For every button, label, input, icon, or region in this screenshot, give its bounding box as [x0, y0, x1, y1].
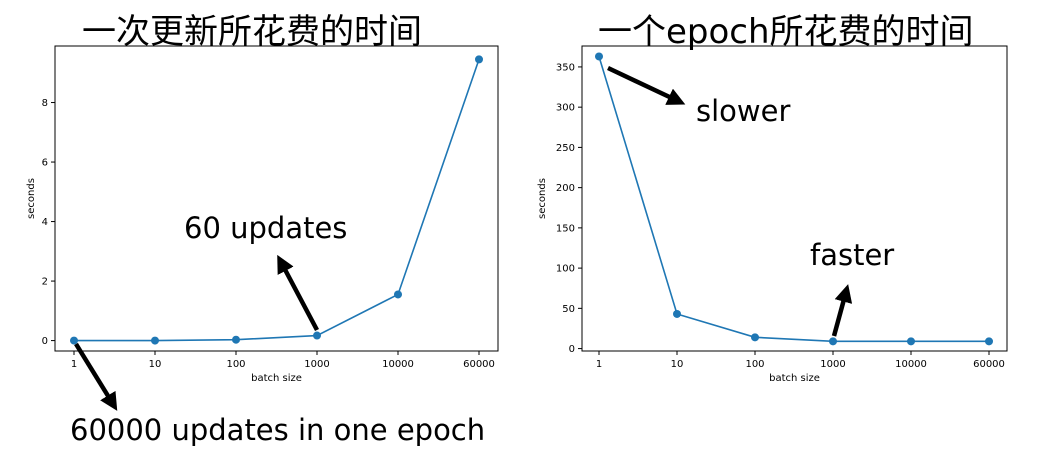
- data-point: [151, 336, 159, 345]
- y-tick-label: 2: [42, 277, 48, 288]
- plot-frame: [54, 45, 499, 352]
- data-point: [313, 331, 321, 340]
- data-point: [829, 337, 837, 346]
- x-tick-label: 100: [226, 359, 245, 370]
- data-point: [907, 337, 915, 346]
- arrow-60-updates: [277, 254, 319, 332]
- y-tick-label: 250: [556, 143, 575, 154]
- right-chart-title: 一个epoch所花费的时间: [598, 12, 974, 52]
- x-tick-label: 1: [71, 359, 77, 370]
- data-point: [475, 55, 483, 64]
- y-tick-label: 6: [42, 158, 48, 169]
- y-tick-label: 100: [556, 264, 575, 275]
- y-tick-label: 300: [556, 103, 575, 114]
- y-tick-label: 0: [42, 336, 48, 347]
- series-line: [74, 59, 480, 342]
- y-axis-label: seconds: [26, 178, 37, 219]
- y-tick-label: 150: [556, 223, 575, 234]
- y-axis-label: seconds: [537, 178, 548, 219]
- x-tick-label: 100: [745, 359, 764, 370]
- x-tick-label: 60000: [973, 359, 1005, 370]
- annotation-60-updates: 60 updates: [184, 211, 348, 245]
- data-point: [70, 336, 78, 345]
- x-tick-label: 10000: [895, 359, 927, 370]
- x-axis-label: batch size: [251, 373, 302, 384]
- x-axis-label: batch size: [769, 373, 820, 384]
- annotation-60000-updates: 60000 updates in one epoch: [70, 413, 486, 447]
- plot-frame: [581, 45, 1008, 352]
- x-tick-label: 10: [671, 359, 684, 370]
- arrow-60000-updates: [74, 342, 118, 411]
- data-point: [985, 337, 993, 346]
- data-point: [232, 335, 240, 344]
- data-point: [595, 52, 603, 61]
- series-line: [598, 56, 989, 343]
- x-tick-label: 10000: [382, 359, 414, 370]
- x-tick-label: 1000: [304, 359, 329, 370]
- data-point: [394, 290, 402, 299]
- y-tick-label: 8: [42, 98, 48, 109]
- y-tick-label: 200: [556, 183, 575, 194]
- left-chart: 0 2 4 6 8 1 10 100 1000 10000 60000 batch size secon…: [26, 45, 499, 384]
- data-point: [673, 309, 681, 318]
- annotation-faster: faster: [810, 238, 895, 272]
- y-tick-label: 4: [42, 217, 48, 228]
- x-tick-label: 10: [149, 359, 162, 370]
- data-point: [751, 333, 759, 342]
- y-tick-label: 50: [562, 304, 575, 315]
- x-tick-label: 1: [596, 359, 602, 370]
- right-chart: 0 50 100 150 200 250 300 350 1 10 100 1000 10000 6000…: [537, 45, 1008, 384]
- x-tick-label: 1000: [820, 359, 845, 370]
- arrow-slower: [607, 65, 686, 105]
- arrow-faster: [831, 284, 853, 337]
- y-tick-label: 0: [569, 344, 575, 355]
- annotation-slower: slower: [696, 94, 791, 128]
- y-tick-label: 350: [556, 62, 575, 73]
- x-tick-label: 60000: [463, 359, 495, 370]
- left-chart-title: 一次更新所花费的时间: [82, 12, 422, 52]
